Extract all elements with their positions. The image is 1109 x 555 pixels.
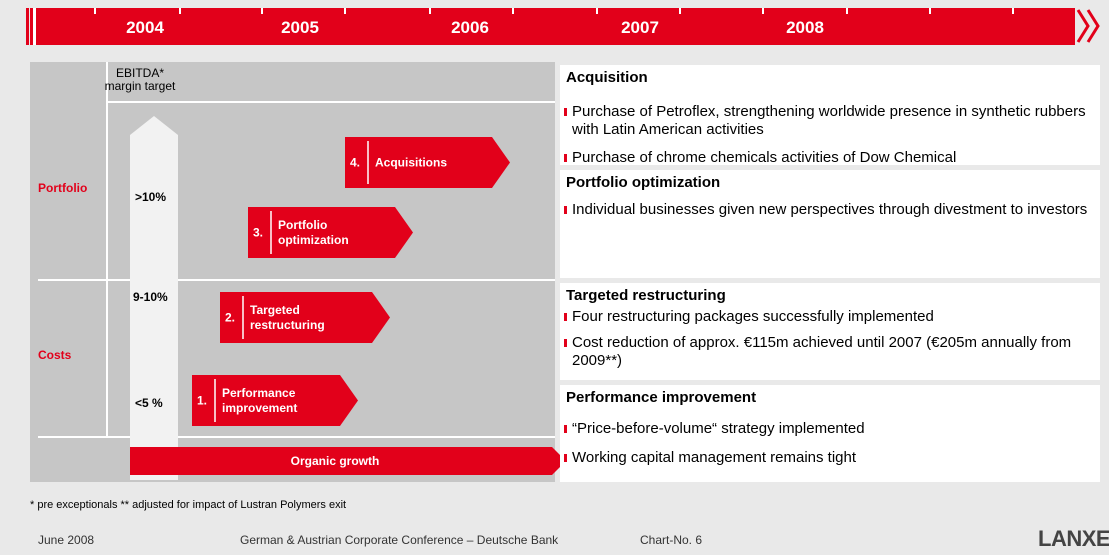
- timeline-edge: [33, 8, 36, 45]
- step-label: Targeted: [250, 303, 300, 317]
- step-label: Portfolio: [278, 218, 327, 232]
- bullet: Cost reduction of approx. €115m achieved…: [564, 334, 1094, 370]
- step-label: Acquisitions: [375, 156, 447, 170]
- bullet: Purchase of Petroflex, strengthening wor…: [564, 103, 1094, 139]
- organic-label: Organic growth: [291, 454, 380, 468]
- bullet: Four restructuring packages successfully…: [564, 308, 1094, 326]
- footer-chart-no: Chart-No. 6: [640, 533, 703, 547]
- bullet: “Price-before-volume“ strategy implement…: [564, 420, 1094, 438]
- logo: LANXESS: [1038, 526, 1109, 551]
- footnote: * pre exceptionals ** adjusted for impac…: [30, 499, 347, 511]
- chevron: [1086, 9, 1100, 43]
- step-label: improvement: [222, 401, 297, 415]
- section-box: Performance improvement “Price-before-vol…: [560, 385, 1100, 482]
- row-label: Portfolio: [38, 181, 87, 195]
- organic-arrow: [130, 447, 566, 475]
- step-label: optimization: [278, 233, 349, 247]
- timeline-ticks: [94, 8, 1014, 14]
- step-number: 2.: [225, 311, 235, 325]
- step-label: Performance: [222, 386, 296, 400]
- section-box: Portfolio optimization Individual busines…: [560, 170, 1100, 278]
- panel-lines: [38, 62, 555, 438]
- bullet: Purchase of chrome chemicals activities …: [564, 149, 1094, 167]
- year-label: 2005: [281, 18, 319, 37]
- step-number: 3.: [253, 226, 263, 240]
- section-title: Acquisition: [566, 69, 648, 86]
- ebitda-label: margin target: [105, 79, 176, 93]
- footer-date: June 2008: [38, 533, 95, 547]
- step-number: 1.: [197, 394, 207, 408]
- year-label: 2004: [126, 18, 164, 37]
- footer-event: German & Austrian Corporate Conference –…: [240, 533, 559, 547]
- section-title: Targeted restructuring: [566, 287, 726, 304]
- timeline-bar: [30, 8, 1075, 45]
- target-label: >10%: [135, 190, 166, 204]
- section-title: Portfolio optimization: [566, 174, 721, 191]
- margin-arrow: [130, 116, 178, 480]
- step-arrow: [248, 207, 413, 258]
- step-arrow: [192, 375, 358, 426]
- year-label: 2008: [786, 18, 824, 37]
- bullet: Individual businesses given new perspect…: [564, 201, 1094, 219]
- year-label: 2006: [451, 18, 489, 37]
- section-title: Performance improvement: [566, 389, 757, 406]
- target-label: 9-10%: [133, 290, 168, 304]
- row-label: Costs: [38, 348, 72, 362]
- step-label: restructuring: [250, 318, 325, 332]
- timeline-edge: [26, 8, 29, 45]
- year-label: 2007: [621, 18, 659, 37]
- step-arrow: [345, 137, 510, 188]
- ebitda-label: EBITDA*: [116, 66, 164, 80]
- target-label: <5 %: [135, 396, 163, 410]
- step-number: 4.: [350, 156, 360, 170]
- bullet: Working capital management remains tight: [564, 449, 1094, 467]
- chevron: [1076, 9, 1090, 43]
- step-arrow: [220, 292, 390, 343]
- section-box: Acquisition Purchase of Petroflex, streng…: [560, 65, 1100, 167]
- section-box: Targeted restructuring Four restructuring…: [560, 283, 1100, 380]
